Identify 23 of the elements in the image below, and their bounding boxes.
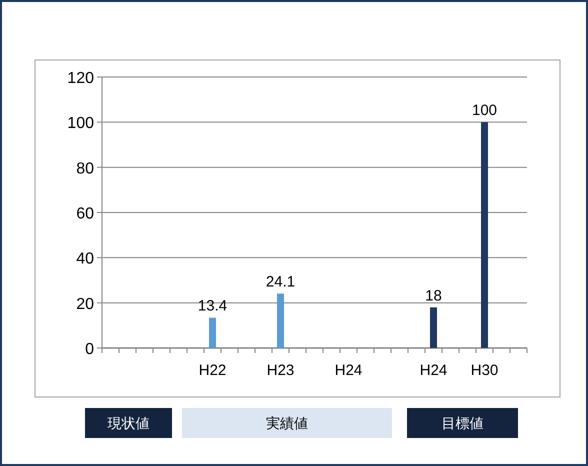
y-tick-label: 0 <box>85 341 94 358</box>
x-tick-label: H24 <box>334 362 362 379</box>
bar <box>481 122 488 348</box>
y-tick-label: 100 <box>67 115 94 132</box>
data-label: 100 <box>472 102 498 120</box>
x-tick-label: H22 <box>198 362 226 379</box>
x-tick-label: H24 <box>420 362 448 379</box>
x-tick-label: H23 <box>266 362 294 379</box>
data-label: 18 <box>425 287 442 304</box>
y-tick-label: 60 <box>76 206 94 222</box>
text: 目標値 <box>442 415 484 431</box>
bar <box>209 318 216 348</box>
data-label: 24.1 <box>266 274 296 291</box>
y-tick-label: 40 <box>76 250 94 268</box>
bar <box>277 294 284 348</box>
data-label: 13.4 <box>198 298 228 315</box>
text: 実績値 <box>266 415 308 431</box>
bar <box>430 307 437 348</box>
x-tick-label: H30 <box>470 362 498 379</box>
y-tick-label: 80 <box>76 160 94 178</box>
text: 現状値 <box>108 415 150 431</box>
y-tick-label: 20 <box>76 296 94 313</box>
y-tick-label: 120 <box>67 70 94 87</box>
